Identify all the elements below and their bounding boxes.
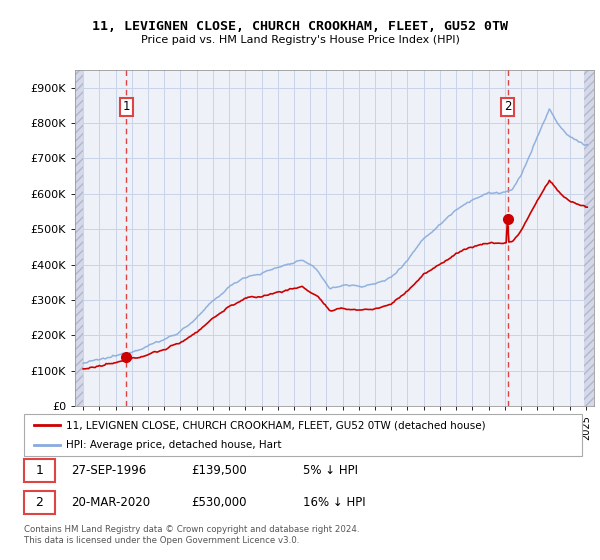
Text: 16% ↓ HPI: 16% ↓ HPI bbox=[303, 496, 365, 509]
Text: £139,500: £139,500 bbox=[191, 464, 247, 477]
Text: 2: 2 bbox=[504, 100, 511, 114]
Text: 1: 1 bbox=[35, 464, 43, 477]
Bar bbox=[24, 491, 55, 514]
Bar bbox=[24, 459, 55, 482]
Text: 20-MAR-2020: 20-MAR-2020 bbox=[71, 496, 151, 509]
Text: 11, LEVIGNEN CLOSE, CHURCH CROOKHAM, FLEET, GU52 0TW (detached house): 11, LEVIGNEN CLOSE, CHURCH CROOKHAM, FLE… bbox=[66, 421, 485, 430]
Text: Price paid vs. HM Land Registry's House Price Index (HPI): Price paid vs. HM Land Registry's House … bbox=[140, 35, 460, 45]
Bar bbox=[584, 70, 594, 406]
Text: HPI: Average price, detached house, Hart: HPI: Average price, detached house, Hart bbox=[66, 440, 281, 450]
Bar bbox=[75, 70, 83, 406]
Text: £530,000: £530,000 bbox=[191, 496, 247, 509]
Text: 5% ↓ HPI: 5% ↓ HPI bbox=[303, 464, 358, 477]
Text: 2: 2 bbox=[35, 496, 43, 509]
Text: 1: 1 bbox=[122, 100, 130, 114]
Text: Contains HM Land Registry data © Crown copyright and database right 2024.
This d: Contains HM Land Registry data © Crown c… bbox=[24, 525, 359, 545]
Text: 27-SEP-1996: 27-SEP-1996 bbox=[71, 464, 146, 477]
Text: 11, LEVIGNEN CLOSE, CHURCH CROOKHAM, FLEET, GU52 0TW: 11, LEVIGNEN CLOSE, CHURCH CROOKHAM, FLE… bbox=[92, 20, 508, 32]
